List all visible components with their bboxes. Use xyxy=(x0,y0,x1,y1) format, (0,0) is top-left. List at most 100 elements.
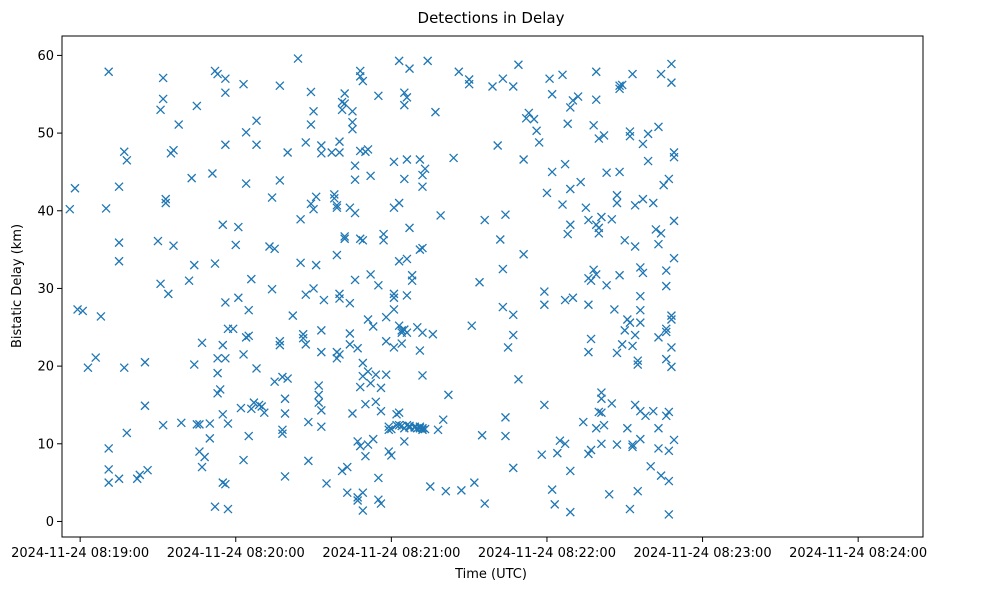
data-point xyxy=(197,462,207,472)
data-point xyxy=(249,398,259,408)
data-point xyxy=(625,131,635,141)
data-point xyxy=(521,113,531,123)
data-point xyxy=(140,401,150,411)
data-point xyxy=(306,120,316,130)
data-point xyxy=(252,116,261,126)
data-point xyxy=(643,129,653,139)
x-axis-label: Time (UTC) xyxy=(454,567,527,582)
data-point xyxy=(194,419,204,429)
y-tick-label: 20 xyxy=(37,360,54,375)
data-point xyxy=(220,353,230,363)
data-point xyxy=(347,117,357,127)
data-point xyxy=(293,54,303,63)
data-point xyxy=(316,405,326,415)
data-point xyxy=(641,411,650,421)
data-point xyxy=(669,253,679,263)
data-point xyxy=(220,88,230,98)
data-point xyxy=(456,485,466,495)
data-point xyxy=(539,400,549,410)
data-point xyxy=(612,198,622,208)
data-point xyxy=(503,343,513,352)
data-point xyxy=(394,198,404,208)
data-point xyxy=(612,190,622,200)
data-point xyxy=(654,239,663,249)
data-point xyxy=(161,194,171,204)
data-point xyxy=(265,242,274,251)
x-axis: 2024-11-24 08:19:00 2024-11-24 08:20:00 20… xyxy=(11,537,927,561)
data-point xyxy=(296,258,306,268)
data-point xyxy=(233,222,243,232)
data-point xyxy=(661,266,671,276)
data-point xyxy=(239,455,248,465)
data-point xyxy=(418,243,427,253)
data-point xyxy=(519,249,529,259)
data-point xyxy=(664,174,674,184)
data-point xyxy=(656,228,666,238)
data-point xyxy=(513,374,523,384)
data-point xyxy=(609,304,619,314)
data-point xyxy=(591,270,601,279)
data-point xyxy=(635,263,645,272)
data-point xyxy=(384,425,394,435)
data-point xyxy=(381,312,391,322)
data-point xyxy=(213,353,223,363)
data-point xyxy=(501,431,510,441)
data-point xyxy=(467,321,477,331)
data-point xyxy=(306,199,316,209)
data-point xyxy=(418,328,427,338)
data-point xyxy=(280,409,290,418)
data-point xyxy=(345,339,355,349)
data-point xyxy=(353,496,363,505)
data-point xyxy=(231,240,241,250)
data-point xyxy=(335,294,344,303)
data-point xyxy=(415,155,425,164)
data-point xyxy=(363,144,373,154)
data-point xyxy=(347,106,357,116)
data-point xyxy=(104,67,114,77)
data-point xyxy=(615,270,625,280)
data-point xyxy=(296,214,306,224)
data-point xyxy=(646,461,656,471)
data-point xyxy=(158,73,168,83)
data-point xyxy=(210,502,220,512)
data-point xyxy=(607,214,617,224)
data-point xyxy=(539,287,549,297)
data-point xyxy=(493,141,503,150)
data-point xyxy=(558,200,567,210)
y-tick-label: 10 xyxy=(37,437,54,452)
data-point xyxy=(666,59,676,69)
data-point xyxy=(122,155,132,165)
data-point xyxy=(501,210,510,220)
data-point xyxy=(488,82,497,91)
data-point xyxy=(480,215,490,225)
data-point xyxy=(210,259,220,269)
x-tick-label: 2024-11-24 08:21:00 xyxy=(322,546,460,561)
data-point xyxy=(316,347,326,357)
data-point xyxy=(114,238,124,248)
data-point xyxy=(386,424,396,434)
chart-title: Detections in Delay xyxy=(418,9,565,27)
data-point xyxy=(252,140,261,150)
data-point xyxy=(620,235,630,245)
data-point xyxy=(340,231,350,241)
data-point xyxy=(319,295,329,305)
data-point xyxy=(604,489,614,499)
data-point xyxy=(464,79,474,89)
data-point xyxy=(547,167,557,177)
data-point xyxy=(633,360,643,370)
data-point xyxy=(215,384,225,394)
x-tick-label: 2024-11-24 08:19:00 xyxy=(11,546,149,561)
data-point xyxy=(477,430,487,440)
data-point xyxy=(661,324,671,334)
data-point xyxy=(220,297,230,307)
data-point xyxy=(661,281,671,291)
data-point xyxy=(394,56,404,66)
data-point xyxy=(239,79,248,89)
data-point xyxy=(353,343,363,353)
data-point xyxy=(156,279,166,289)
data-point xyxy=(358,506,368,516)
data-point xyxy=(228,324,238,334)
data-point xyxy=(654,423,663,433)
data-point xyxy=(267,284,277,294)
